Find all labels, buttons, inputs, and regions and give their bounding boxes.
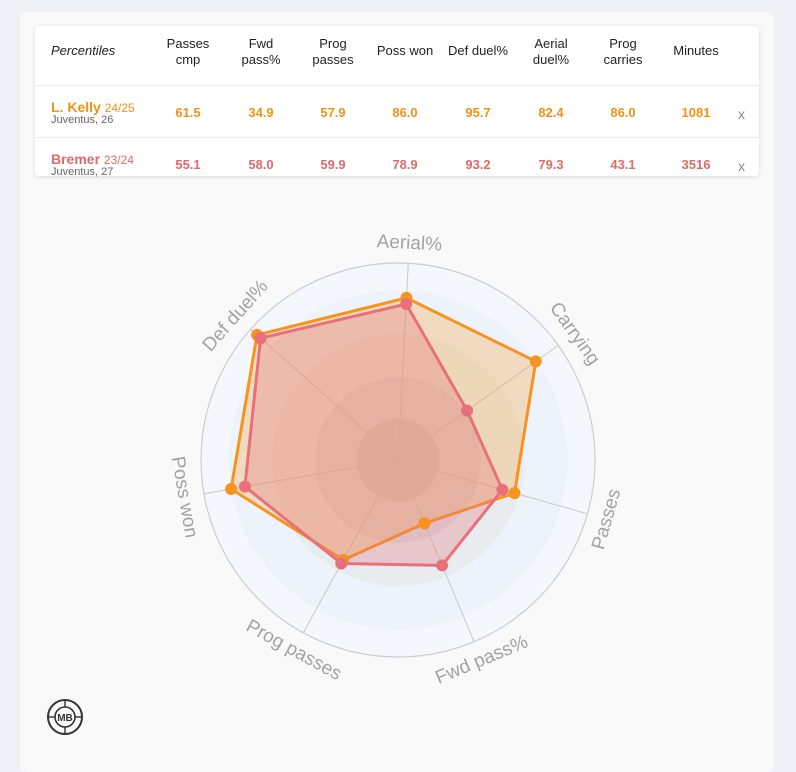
cell-poss-won: 86.0: [392, 105, 418, 120]
series-bremer-area: [243, 302, 504, 567]
radar-spoke: [397, 459, 588, 515]
logo-icon: MB: [47, 699, 83, 735]
table-header: Percentiles Passes cmp Fwd pass% Prog passe…: [35, 26, 759, 86]
series-bremer-point: [335, 557, 348, 570]
cell-fwd-pass: 34.9: [248, 105, 274, 120]
series-bremer-point: [400, 298, 413, 310]
corner-label: Percentiles: [51, 43, 116, 58]
col-header-poss-won: Poss won: [376, 43, 434, 58]
table-row-kelly: L. Kelly 24/25 Juventus, 26 61.5 34.9 57…: [35, 86, 759, 138]
series-bremer-point: [254, 332, 267, 345]
series-bremer-point: [238, 480, 251, 493]
series-kelly-point: [225, 483, 238, 495]
radar-points: [225, 291, 542, 572]
series-bremer-point: [496, 483, 509, 496]
col-header-prog-carries: Prog carries: [603, 36, 643, 67]
series-kelly-point: [508, 487, 521, 500]
cell-minutes: 1081: [681, 105, 711, 120]
series-bremer-point: [461, 404, 474, 417]
svg-text:MB: MB: [57, 713, 73, 724]
player-club: Juventus, 26: [51, 114, 114, 126]
radar-spoke: [397, 459, 475, 642]
cell-prog-passes: 57.9: [320, 105, 346, 120]
cell-def-duel: 95.7: [465, 105, 491, 120]
col-header-passes-cmp: Passes cmp: [166, 36, 210, 67]
cell-minutes: 3516: [681, 157, 711, 172]
cell-poss-won: 78.9: [392, 157, 418, 172]
col-header-prog-passes: Prog passes: [312, 36, 354, 67]
cell-fwd-pass: 58.0: [248, 157, 274, 172]
remove-player-button[interactable]: x: [738, 158, 745, 174]
radar-spoke: [302, 459, 399, 634]
col-header-fwd-pass: Fwd pass%: [241, 36, 281, 67]
radar-spoke: [250, 328, 399, 461]
cell-passes-cmp: 61.5: [175, 105, 201, 120]
axis-label: Poss won: [167, 455, 202, 540]
series-bremer-point: [436, 559, 449, 572]
col-header-minutes: Minutes: [673, 43, 719, 58]
col-header-def-duel: Def duel%: [448, 43, 508, 58]
cell-prog-carries: 86.0: [610, 105, 636, 120]
remove-player-button[interactable]: x: [738, 106, 745, 122]
player-name: Bremer 23/24: [51, 151, 134, 167]
cell-aerial-duel: 82.4: [538, 105, 564, 120]
series-kelly-point: [418, 517, 431, 530]
cell-def-duel: 93.2: [465, 157, 491, 172]
player-club: Juventus, 27: [51, 166, 114, 178]
cell-prog-passes: 59.9: [320, 157, 346, 172]
player-name: L. Kelly 24/25: [51, 99, 135, 115]
col-header-aerial-duel: Aerial duel%: [532, 36, 570, 67]
percentiles-table: Percentiles Passes cmp Fwd pass% Prog passe…: [35, 26, 759, 178]
radar-series: [229, 296, 538, 567]
table-row-bremer: Bremer 23/24 Juventus, 27 55.1 58.0 59.9…: [35, 138, 759, 189]
cell-passes-cmp: 55.1: [175, 157, 201, 172]
axis-label: Passes: [588, 486, 625, 552]
series-kelly-point: [529, 355, 542, 368]
cell-aerial-duel: 79.3: [538, 157, 564, 172]
axis-label: Aerial%: [376, 231, 443, 255]
cell-prog-carries: 43.1: [610, 157, 636, 172]
radar-outer-circle: [200, 262, 596, 658]
series-kelly-area: [229, 296, 538, 562]
